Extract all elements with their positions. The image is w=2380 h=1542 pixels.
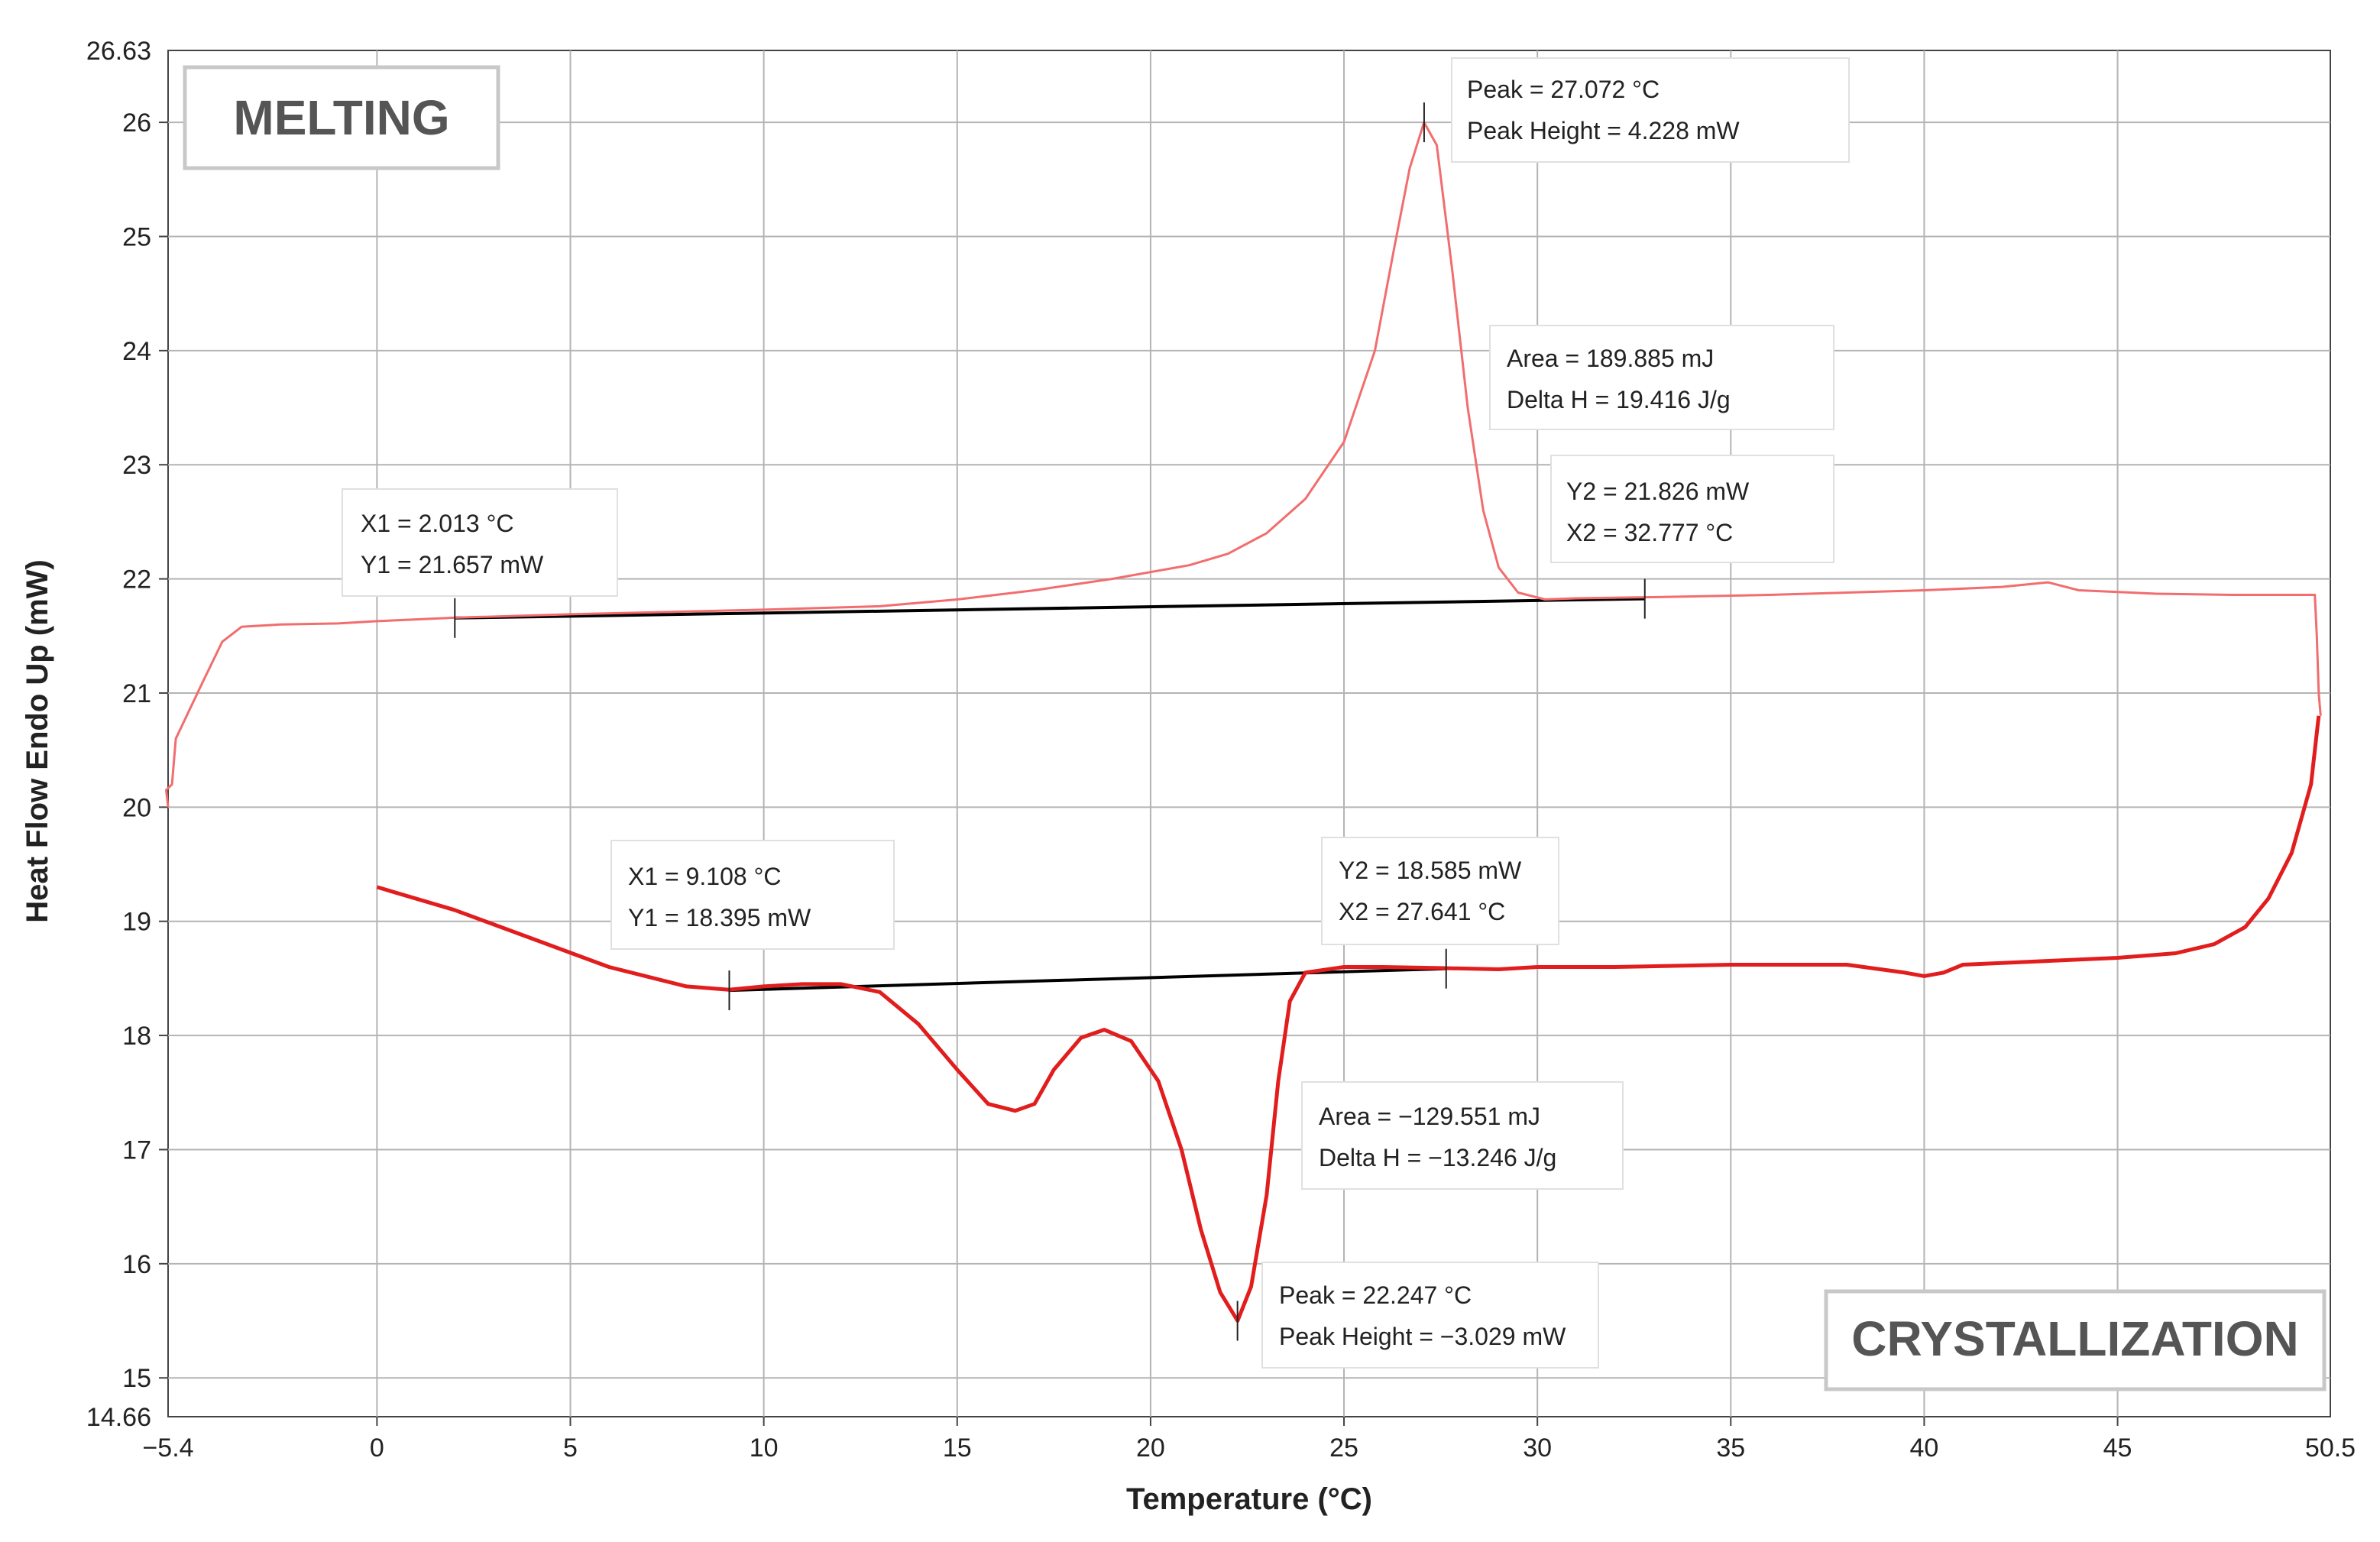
annotation-melt-area: Area = 189.885 mJ Delta H = 19.416 J/g (1489, 325, 1834, 430)
annotation-cryst-end: Y2 = 18.585 mW X2 = 27.641 °C (1321, 837, 1559, 945)
y-tick-label: 15 (122, 1364, 151, 1393)
melting-label: MELTING (233, 90, 449, 145)
annotation-line: Delta H = 19.416 J/g (1507, 386, 1731, 413)
plot-area (167, 50, 2331, 1417)
grid-lines (159, 50, 2330, 1426)
x-tick-label: 40 (1910, 1433, 1939, 1463)
y-tick-label: 16 (122, 1250, 151, 1279)
annotation-cryst-start: X1 = 9.108 °C Y1 = 18.395 mW (610, 840, 895, 950)
annotation-line: Peak = 22.247 °C (1279, 1281, 1472, 1309)
annotation-line: Area = −129.551 mJ (1319, 1103, 1540, 1130)
annotation-line: X2 = 32.777 °C (1566, 519, 1733, 546)
annotation-line: X1 = 2.013 °C (361, 510, 513, 537)
annotation-line: X1 = 9.108 °C (628, 863, 781, 890)
melting-panel: MELTING (183, 65, 500, 170)
annotation-cryst-peak: Peak = 22.247 °C Peak Height = −3.029 mW (1261, 1262, 1599, 1369)
y-tick-label: 26.63 (86, 37, 151, 66)
x-tick-label: −5.4 (142, 1433, 193, 1463)
y-tick-label: 22 (122, 565, 151, 594)
annotation-melt-peak: Peak = 27.072 °C Peak Height = 4.228 mW (1451, 57, 1850, 163)
x-tick-label: 10 (750, 1433, 779, 1463)
annotation-line: Peak Height = 4.228 mW (1467, 117, 1740, 144)
x-tick-label: 30 (1523, 1433, 1552, 1463)
y-tick-label: 23 (122, 451, 151, 480)
x-tick-label: 20 (1136, 1433, 1165, 1463)
crystallization-label: CRYSTALLIZATION (1851, 1311, 2298, 1366)
y-tick-label: 17 (122, 1135, 151, 1165)
melting-baseline (455, 597, 1645, 620)
x-axis-ticks: 0 5 10 15 20 25 30 35 40 45 −5.4 50.5 (142, 1433, 2356, 1463)
annotation-cryst-area: Area = −129.551 mJ Delta H = −13.246 J/g (1301, 1081, 1624, 1190)
annotation-line: Y1 = 18.395 mW (628, 904, 811, 931)
melting-curve (165, 121, 2322, 808)
annotation-line: Area = 189.885 mJ (1507, 345, 1714, 372)
annotation-line: Peak = 27.072 °C (1467, 76, 1660, 103)
x-tick-label: 35 (1716, 1433, 1745, 1463)
y-tick-label: 19 (122, 908, 151, 937)
x-tick-label: 15 (943, 1433, 972, 1463)
crystallization-curve (376, 715, 2321, 1323)
x-tick-label: 0 (370, 1433, 384, 1463)
curves (165, 121, 2322, 1323)
y-tick-label: 26 (122, 109, 151, 138)
annotation-melt-start: X1 = 2.013 °C Y1 = 21.657 mW (342, 488, 618, 597)
annotation-melt-end: Y2 = 21.826 mW X2 = 32.777 °C (1550, 455, 1834, 563)
annotation-line: Y1 = 21.657 mW (361, 551, 544, 578)
peak-markers (454, 102, 1646, 1341)
y-tick-label: 24 (122, 337, 151, 366)
annotation-line: Delta H = −13.246 J/g (1319, 1144, 1556, 1171)
x-tick-label: 25 (1329, 1433, 1358, 1463)
y-tick-label: 20 (122, 793, 151, 822)
x-tick-label: 45 (2103, 1433, 2132, 1463)
annotation-line: Peak Height = −3.029 mW (1279, 1323, 1566, 1350)
y-tick-label: 25 (122, 222, 151, 251)
x-axis-label: Temperature (°C) (1126, 1482, 1372, 1516)
annotation-line: Y2 = 18.585 mW (1339, 857, 1522, 884)
x-tick-label: 50.5 (2305, 1433, 2356, 1463)
y-axis-label: Heat Flow Endo Up (mW) (21, 559, 54, 923)
y-tick-label: 18 (122, 1022, 151, 1051)
y-tick-label: 21 (122, 679, 151, 708)
annotation-line: X2 = 27.641 °C (1339, 898, 1505, 925)
annotation-line: Y2 = 21.826 mW (1566, 478, 1750, 505)
y-tick-label: 14.66 (86, 1403, 151, 1432)
crystallization-panel: CRYSTALLIZATION (1824, 1289, 2327, 1391)
x-tick-label: 5 (563, 1433, 578, 1463)
y-axis-ticks: 15 16 17 18 19 20 21 22 23 24 25 26 14.66 26.63 (86, 37, 151, 1432)
